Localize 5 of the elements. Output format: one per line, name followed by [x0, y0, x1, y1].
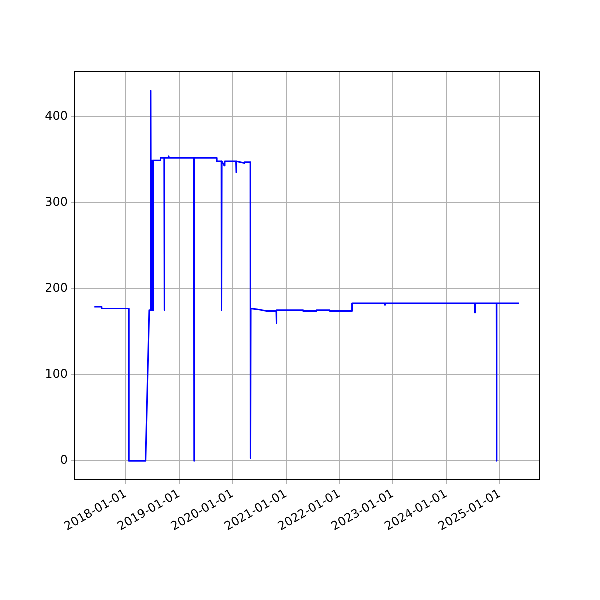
y-tick-label: 200 [45, 281, 68, 296]
y-tick-label: 0 [60, 453, 68, 468]
y-tick-label: 100 [45, 367, 68, 382]
y-tick-label: 300 [45, 194, 68, 209]
y-tick-label: 400 [45, 108, 68, 123]
